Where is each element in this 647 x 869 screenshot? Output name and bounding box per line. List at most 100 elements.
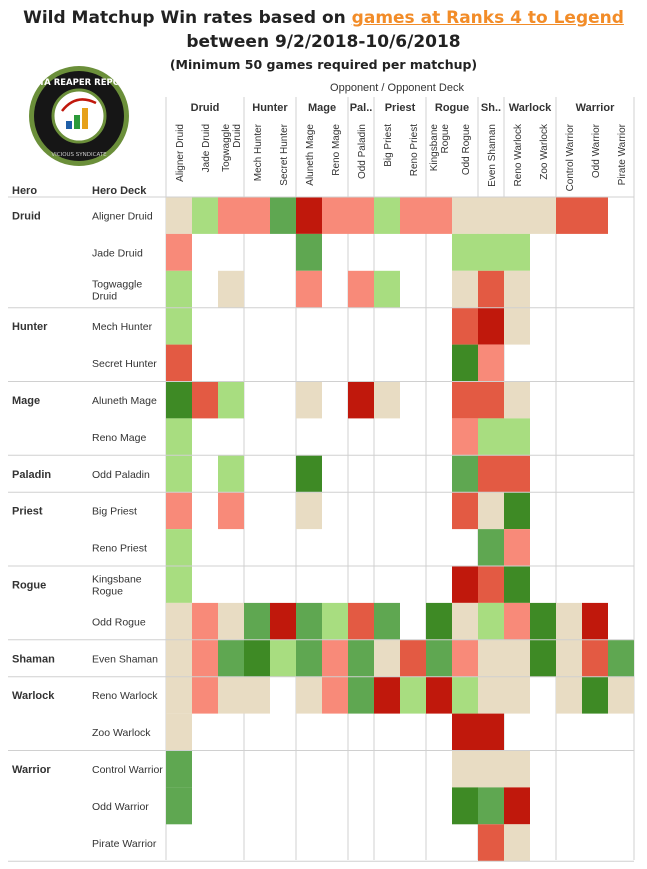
matchup-cell bbox=[322, 639, 348, 677]
matchup-cell bbox=[478, 602, 504, 640]
hero-class-label: Warlock bbox=[12, 690, 55, 702]
matchup-cell bbox=[296, 381, 322, 419]
matchup-cell bbox=[478, 197, 504, 234]
matchup-cell bbox=[166, 344, 192, 382]
matchup-cell bbox=[452, 639, 478, 677]
matchup-cell bbox=[452, 676, 478, 714]
hero-deck-label: Mech Hunter bbox=[92, 321, 153, 333]
matchup-cell bbox=[166, 529, 192, 566]
matchup-cell bbox=[504, 307, 530, 345]
matchup-cell bbox=[452, 197, 478, 234]
matchup-cell bbox=[452, 344, 478, 382]
matchup-cell bbox=[504, 676, 530, 714]
matchup-cell bbox=[400, 639, 426, 677]
hero-deck-label: Odd Paladin bbox=[92, 469, 150, 481]
hero-deck-label: Odd Warrior bbox=[92, 801, 149, 813]
opponent-class-label: Druid bbox=[191, 102, 220, 114]
matchup-cell bbox=[400, 676, 426, 714]
matchup-cell bbox=[374, 639, 400, 677]
matchup-cell bbox=[478, 492, 504, 530]
opponent-deck-label: Zoo Warlock bbox=[539, 123, 550, 180]
hero-deck-label: Jade Druid bbox=[92, 247, 143, 259]
matchup-cell bbox=[166, 418, 192, 456]
ranks-link[interactable]: games at Ranks 4 to Legend bbox=[351, 8, 624, 28]
matchup-cell bbox=[478, 529, 504, 566]
opponent-deck-label: Secret Hunter bbox=[279, 123, 290, 185]
chart-subtitle: (Minimum 50 games required per matchup) bbox=[169, 57, 478, 72]
matchup-cell bbox=[270, 602, 296, 640]
matchup-cell bbox=[270, 197, 296, 234]
matchup-cell bbox=[270, 639, 296, 677]
matchup-cell bbox=[166, 233, 192, 271]
matchup-cell bbox=[374, 270, 400, 308]
matchup-cell bbox=[166, 676, 192, 714]
matchup-cell bbox=[504, 529, 530, 566]
matchup-cell bbox=[504, 233, 530, 271]
matchup-cell bbox=[504, 492, 530, 530]
matchup-cell bbox=[504, 602, 530, 640]
opponent-deck-label: Mech Hunter bbox=[253, 123, 264, 181]
matchup-cell bbox=[166, 270, 192, 308]
matchup-cell bbox=[400, 197, 426, 234]
matchup-cell bbox=[322, 197, 348, 234]
matchup-cell bbox=[374, 381, 400, 419]
matchup-cell bbox=[218, 639, 244, 677]
matchup-cell bbox=[192, 381, 218, 419]
matchup-cell bbox=[426, 197, 452, 234]
matchup-cell bbox=[530, 639, 556, 677]
hero-class-label: Hunter bbox=[12, 321, 48, 333]
hero-deck-label: Aluneth Mage bbox=[92, 395, 157, 407]
opponent-header: Opponent / Opponent Deck bbox=[330, 82, 464, 94]
opponent-deck-label: Aligner Druid bbox=[175, 124, 186, 182]
matchup-cell bbox=[244, 676, 270, 714]
matchup-cell bbox=[478, 639, 504, 677]
matchup-cell bbox=[348, 197, 374, 234]
matchup-cell bbox=[530, 602, 556, 640]
opponent-class-label: Pal.. bbox=[350, 102, 373, 114]
matchup-cell bbox=[452, 787, 478, 825]
matchup-cell bbox=[452, 270, 478, 308]
matchup-cell bbox=[218, 455, 244, 493]
data-reaper-logo: DATA REAPER REPORT VICIOUS SYNDICATE bbox=[26, 66, 132, 166]
matchup-cell bbox=[348, 602, 374, 640]
matchup-cell bbox=[582, 676, 608, 714]
matchup-cell bbox=[244, 602, 270, 640]
opponent-class-label: Priest bbox=[385, 102, 416, 114]
matchup-cell bbox=[244, 197, 270, 234]
matchup-cell bbox=[608, 639, 634, 677]
opponent-class-label: Sh.. bbox=[481, 102, 501, 114]
hero-deck-label: Rogue bbox=[92, 585, 123, 597]
matchup-cell bbox=[452, 602, 478, 640]
matchup-cell bbox=[504, 418, 530, 456]
matchup-cell bbox=[478, 381, 504, 419]
matchup-cell bbox=[218, 197, 244, 234]
matchup-cell bbox=[478, 824, 504, 862]
opponent-deck-label: Reno Mage bbox=[331, 124, 342, 176]
matchup-cell bbox=[478, 307, 504, 345]
matchup-cell bbox=[348, 676, 374, 714]
row-axis-label: Hero Deck bbox=[92, 185, 147, 197]
matchup-cell bbox=[556, 639, 582, 677]
logo-subtext: VICIOUS SYNDICATE bbox=[51, 152, 107, 158]
matchup-cell bbox=[218, 270, 244, 308]
opponent-deck-label: Kingsbane bbox=[429, 124, 440, 172]
matchup-cell bbox=[504, 455, 530, 493]
matchup-cell bbox=[192, 639, 218, 677]
opponent-deck-label: Odd Paladin bbox=[357, 124, 368, 179]
matchup-cell bbox=[504, 270, 530, 308]
matchup-cell bbox=[296, 602, 322, 640]
opponent-class-label: Hunter bbox=[252, 102, 288, 114]
hero-deck-label: Reno Mage bbox=[92, 432, 146, 444]
opponent-deck-label: Jade Druid bbox=[201, 124, 212, 172]
matchup-cell bbox=[166, 602, 192, 640]
matchup-cell bbox=[452, 418, 478, 456]
matchup-cell bbox=[166, 787, 192, 825]
chart-title-line2: between 9/2/2018-10/6/2018 bbox=[186, 32, 461, 52]
matchup-cell bbox=[426, 602, 452, 640]
matchup-cell bbox=[452, 713, 478, 751]
matchup-cell bbox=[374, 197, 400, 234]
hero-deck-label: Even Shaman bbox=[92, 653, 158, 665]
opponent-deck-label: Pirate Warrior bbox=[617, 123, 628, 185]
hero-deck-label: Togwaggle bbox=[92, 278, 142, 290]
